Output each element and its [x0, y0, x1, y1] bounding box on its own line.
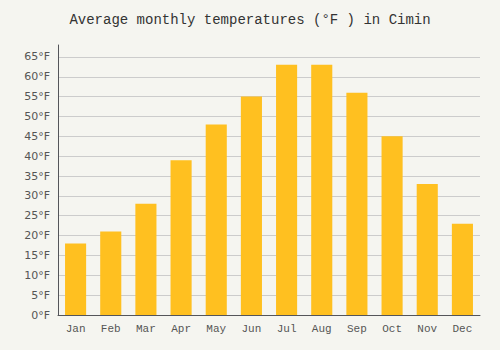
svg-text:55°F: 55°F — [24, 90, 50, 103]
svg-text:15°F: 15°F — [24, 249, 50, 262]
svg-text:45°F: 45°F — [24, 130, 50, 143]
svg-text:Dec: Dec — [453, 323, 473, 335]
svg-text:35°F: 35°F — [24, 170, 50, 183]
svg-text:5°F: 5°F — [31, 289, 50, 302]
svg-text:Jul: Jul — [277, 323, 297, 335]
svg-text:0°F: 0°F — [31, 309, 50, 322]
svg-text:20°F: 20°F — [24, 229, 50, 242]
svg-text:Mar: Mar — [136, 323, 156, 335]
svg-text:40°F: 40°F — [24, 150, 50, 163]
svg-text:Feb: Feb — [101, 323, 121, 335]
svg-text:Nov: Nov — [417, 323, 437, 335]
svg-text:Apr: Apr — [171, 323, 191, 335]
svg-text:Aug: Aug — [312, 323, 332, 335]
svg-text:Oct: Oct — [382, 323, 402, 335]
svg-text:Sep: Sep — [347, 323, 367, 335]
svg-text:60°F: 60°F — [24, 70, 50, 83]
svg-text:25°F: 25°F — [24, 209, 50, 222]
svg-text:Jun: Jun — [242, 323, 262, 335]
svg-text:10°F: 10°F — [24, 269, 50, 282]
svg-text:50°F: 50°F — [24, 110, 50, 123]
svg-text:30°F: 30°F — [24, 189, 50, 202]
svg-text:May: May — [206, 323, 226, 335]
svg-text:65°F: 65°F — [24, 50, 50, 63]
svg-text:Jan: Jan — [66, 323, 86, 335]
svg-text:Average monthly temperatures (: Average monthly temperatures (°F ) in Ci… — [69, 12, 430, 28]
